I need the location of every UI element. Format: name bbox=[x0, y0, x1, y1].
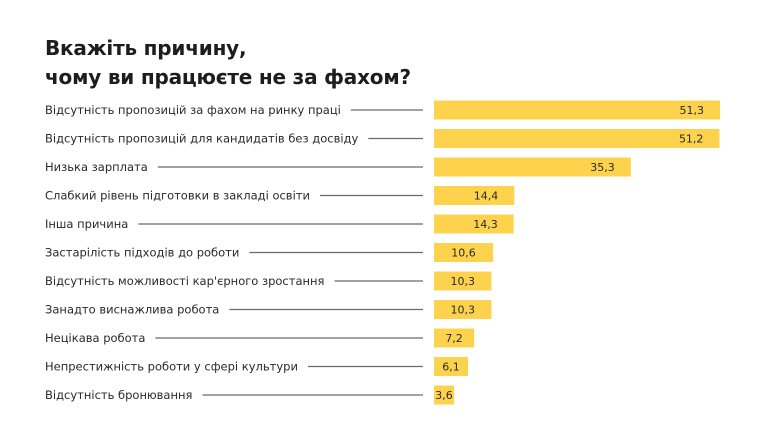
bar-row: Нецікава робота 7,2 bbox=[45, 328, 475, 348]
category-label: Відсутність можливості кар'єрного зроста… bbox=[45, 274, 324, 288]
value-label: 6,1 bbox=[442, 361, 460, 374]
chart-title: Вкажіть причину, чому ви працюєте не за … bbox=[45, 34, 411, 92]
category-label: Відсутність бронювання bbox=[45, 388, 192, 402]
bar bbox=[434, 100, 720, 120]
value-label: 14,3 bbox=[473, 218, 498, 231]
bar-row: Відсутність пропозицій для кандидатів бе… bbox=[45, 129, 720, 148]
value-label: 7,2 bbox=[445, 332, 463, 345]
bar-row: Інша причина 14,3 bbox=[45, 214, 514, 234]
bar bbox=[434, 357, 469, 376]
value-label: 14,4 bbox=[474, 190, 499, 203]
chart-title-line-1: Вкажіть причину, bbox=[45, 36, 247, 60]
bar-row: Низька зарплата 35,3 bbox=[45, 157, 631, 177]
bar-row: Занадто виснажлива робота 10,3 bbox=[45, 300, 492, 319]
bar bbox=[434, 271, 492, 291]
bar-row: Застарілість підходів до роботи 10,6 bbox=[45, 243, 494, 262]
bar-row: Відсутність можливості кар'єрного зроста… bbox=[45, 271, 492, 291]
value-label: 10,3 bbox=[450, 304, 475, 317]
category-label: Нецікава робота bbox=[45, 331, 145, 345]
value-label: 51,2 bbox=[679, 133, 704, 146]
category-label: Непрестижність роботи у сфері культури bbox=[45, 360, 298, 374]
bar bbox=[434, 328, 475, 348]
chart-title-line-2: чому ви працюєте не за фахом? bbox=[45, 65, 411, 89]
value-label: 10,6 bbox=[451, 247, 476, 260]
value-label: 51,3 bbox=[680, 104, 705, 117]
category-label: Відсутність пропозицій для кандидатів бе… bbox=[45, 132, 358, 146]
category-label: Слабкий рівень підготовки в закладі осві… bbox=[45, 189, 310, 203]
category-label: Низька зарплата bbox=[45, 160, 148, 174]
value-label: 3,6 bbox=[435, 389, 453, 402]
bar-row: Непрестижність роботи у сфері культури 6,… bbox=[45, 357, 469, 376]
bar bbox=[434, 214, 514, 234]
value-label: 10,3 bbox=[450, 275, 475, 288]
bar bbox=[434, 300, 492, 319]
category-label: Відсутність пропозицій за фахом на ринку… bbox=[45, 103, 341, 117]
bar-row: Відсутність пропозицій за фахом на ринку… bbox=[45, 100, 720, 120]
bar-row: Слабкий рівень підготовки в закладі осві… bbox=[45, 186, 515, 205]
bar bbox=[434, 186, 515, 205]
category-label: Занадто виснажлива робота bbox=[45, 303, 219, 317]
bar bbox=[434, 129, 720, 148]
category-label: Інша причина bbox=[45, 217, 128, 231]
value-label: 35,3 bbox=[590, 161, 615, 174]
bar bbox=[434, 243, 494, 262]
bar-row: Відсутність бронювання 3,6 bbox=[45, 385, 455, 405]
category-label: Застарілість підходів до роботи bbox=[45, 246, 239, 260]
bar bbox=[434, 385, 455, 405]
bar bbox=[434, 157, 631, 177]
